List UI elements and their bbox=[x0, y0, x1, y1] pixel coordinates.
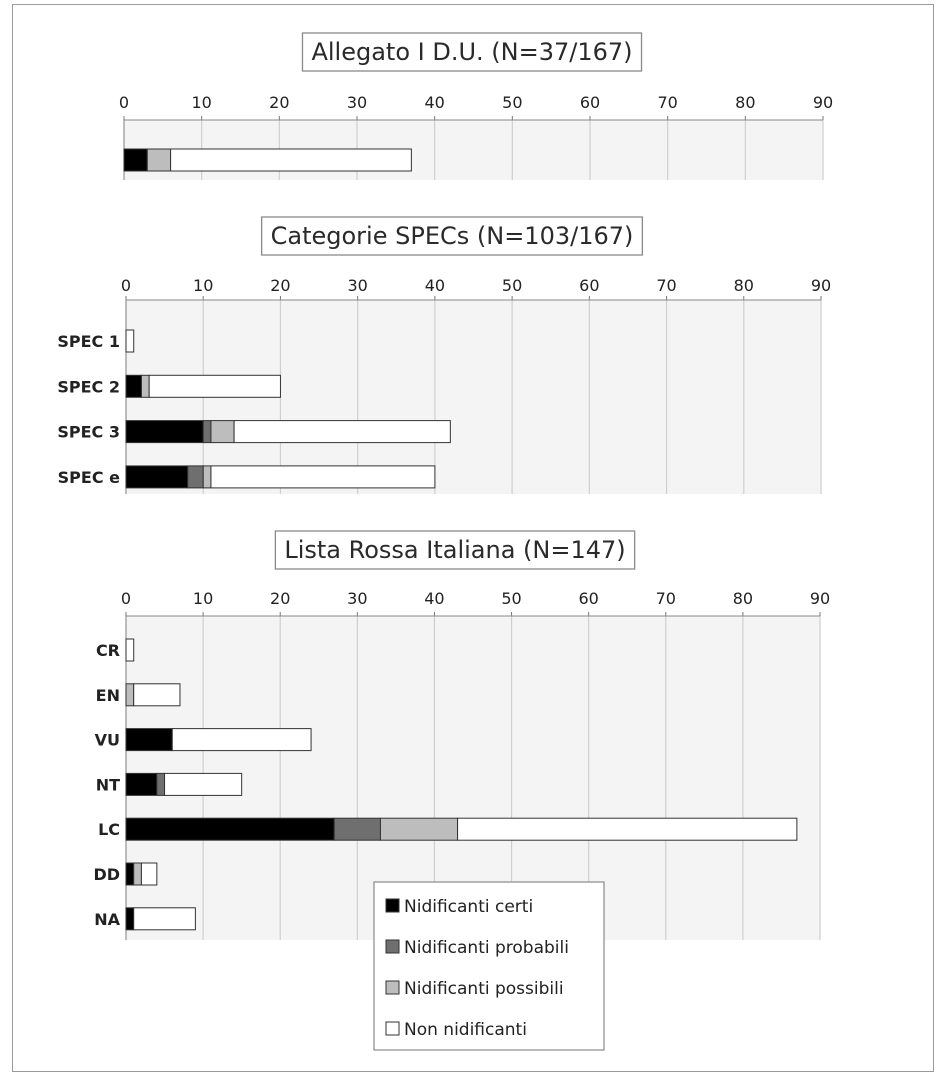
category-label: VU bbox=[95, 731, 120, 750]
figure-frame bbox=[12, 4, 934, 1072]
legend: Nidificanti certi Nidificanti probabili Ni… bbox=[373, 881, 605, 1051]
x-tick-label: 40 bbox=[425, 276, 445, 295]
legend-label: Nidificanti possibili bbox=[404, 979, 564, 999]
category-label: DD bbox=[93, 865, 120, 884]
category-label: NA bbox=[94, 910, 120, 929]
bar-segment-certi bbox=[125, 465, 189, 489]
x-tick-label: 60 bbox=[578, 589, 598, 608]
x-tick-label: 10 bbox=[193, 276, 213, 295]
bar-segment-certi bbox=[125, 420, 204, 444]
bar-segment-probabili bbox=[187, 465, 204, 489]
chart-panel-1: 0 10 20 30 40 50 60 70 80 90 Allegato I D.U. (N=37… bbox=[119, 32, 833, 180]
category-label: NT bbox=[96, 775, 120, 794]
legend-label: Nidificanti probabili bbox=[404, 938, 569, 958]
x-tick-label: 0 bbox=[121, 589, 131, 608]
bar-segment-certi bbox=[125, 862, 135, 886]
legend-label: Nidificanti certi bbox=[404, 897, 533, 917]
bar-segment-probabili bbox=[202, 420, 212, 444]
category-label: SPEC 1 bbox=[57, 332, 120, 351]
bar-segment-certi bbox=[125, 374, 142, 398]
bar-segment-possibili bbox=[146, 148, 172, 172]
chart-title-box bbox=[274, 530, 636, 570]
bar-segment-possibili bbox=[210, 420, 235, 444]
bar-segment-non bbox=[125, 329, 135, 353]
x-tick-label: 0 bbox=[121, 276, 131, 295]
x-tick-label: 70 bbox=[656, 276, 676, 295]
category-label: LC bbox=[98, 820, 120, 839]
x-tick-label: 20 bbox=[269, 93, 289, 112]
bar-segment-possibili bbox=[140, 374, 150, 398]
legend-label: Non nidificanti bbox=[404, 1020, 527, 1040]
x-tick-label: 60 bbox=[579, 276, 599, 295]
bar-segment-non bbox=[148, 374, 281, 398]
category-label: EN bbox=[96, 686, 120, 705]
x-tick-label: 70 bbox=[657, 93, 677, 112]
bar-segment-non bbox=[133, 683, 181, 707]
x-tick-label: 80 bbox=[735, 93, 755, 112]
legend-swatch-non bbox=[385, 1021, 400, 1036]
bar-segment-certi bbox=[125, 728, 173, 752]
bar-segment-possibili bbox=[379, 817, 459, 841]
category-label: SPEC 2 bbox=[57, 377, 120, 396]
chart-title-box bbox=[301, 32, 643, 72]
x-tick-label: 70 bbox=[656, 589, 676, 608]
bar-segment-possibili bbox=[202, 465, 212, 489]
bar-segment-certi bbox=[125, 907, 135, 931]
x-tick-label: 30 bbox=[347, 93, 367, 112]
bar-segment-possibili bbox=[125, 683, 135, 707]
x-tick-label: 60 bbox=[580, 93, 600, 112]
x-tick-label: 40 bbox=[424, 93, 444, 112]
legend-swatch-probabili bbox=[385, 939, 400, 954]
chart-panel-2: 0 10 20 30 40 50 60 70 80 90 SPEC 1 SPEC 2 SPEC 3 SPE… bbox=[57, 216, 831, 494]
x-tick-label: 10 bbox=[193, 589, 213, 608]
bar-segment-non bbox=[233, 420, 451, 444]
bar-segment-probabili bbox=[156, 772, 166, 796]
legend-box bbox=[373, 881, 605, 1051]
x-tick-label: 80 bbox=[733, 589, 753, 608]
bar-segment-non bbox=[133, 907, 196, 931]
x-tick-label: 0 bbox=[119, 93, 129, 112]
bar-segment-non bbox=[171, 728, 312, 752]
bar-segment-certi bbox=[123, 148, 148, 172]
x-tick-label: 80 bbox=[734, 276, 754, 295]
bar-segment-non bbox=[457, 817, 798, 841]
bar-segment-certi bbox=[125, 772, 158, 796]
x-tick-label: 90 bbox=[811, 276, 831, 295]
x-tick-label: 10 bbox=[191, 93, 211, 112]
x-tick-label: 50 bbox=[502, 93, 522, 112]
category-label: SPEC 3 bbox=[57, 423, 120, 442]
chart-panel-3: 0 10 20 30 40 50 60 70 80 90 CR EN VU NT LC DD NA Lista R… bbox=[93, 530, 830, 940]
bar-segment-probabili bbox=[333, 817, 381, 841]
chart-title: Lista Rossa Italiana (N=147) bbox=[284, 536, 625, 564]
bar-segment-certi bbox=[125, 817, 335, 841]
x-tick-label: 90 bbox=[813, 93, 833, 112]
x-tick-label: 50 bbox=[501, 589, 521, 608]
x-tick-label: 30 bbox=[347, 276, 367, 295]
bar-segment-possibili bbox=[133, 862, 142, 886]
chart-title: Categorie SPECs (N=103/167) bbox=[271, 222, 634, 250]
bar-segment-non bbox=[164, 772, 243, 796]
category-label: CR bbox=[96, 641, 120, 660]
bar-segment-non bbox=[140, 862, 158, 886]
legend-swatch-certi bbox=[385, 898, 400, 913]
x-tick-label: 50 bbox=[502, 276, 522, 295]
x-tick-label: 40 bbox=[424, 589, 444, 608]
x-tick-label: 20 bbox=[270, 276, 290, 295]
bar-segment-non bbox=[125, 638, 135, 662]
x-tick-label: 30 bbox=[347, 589, 367, 608]
x-tick-label: 90 bbox=[810, 589, 830, 608]
legend-swatch-possibili bbox=[385, 980, 400, 995]
bar-segment-non bbox=[170, 148, 412, 172]
bar-segment-non bbox=[210, 465, 436, 489]
x-tick-label: 20 bbox=[270, 589, 290, 608]
chart-title-box bbox=[260, 216, 644, 256]
category-label: SPEC e bbox=[58, 468, 120, 487]
chart-title: Allegato I D.U. (N=37/167) bbox=[311, 38, 632, 66]
